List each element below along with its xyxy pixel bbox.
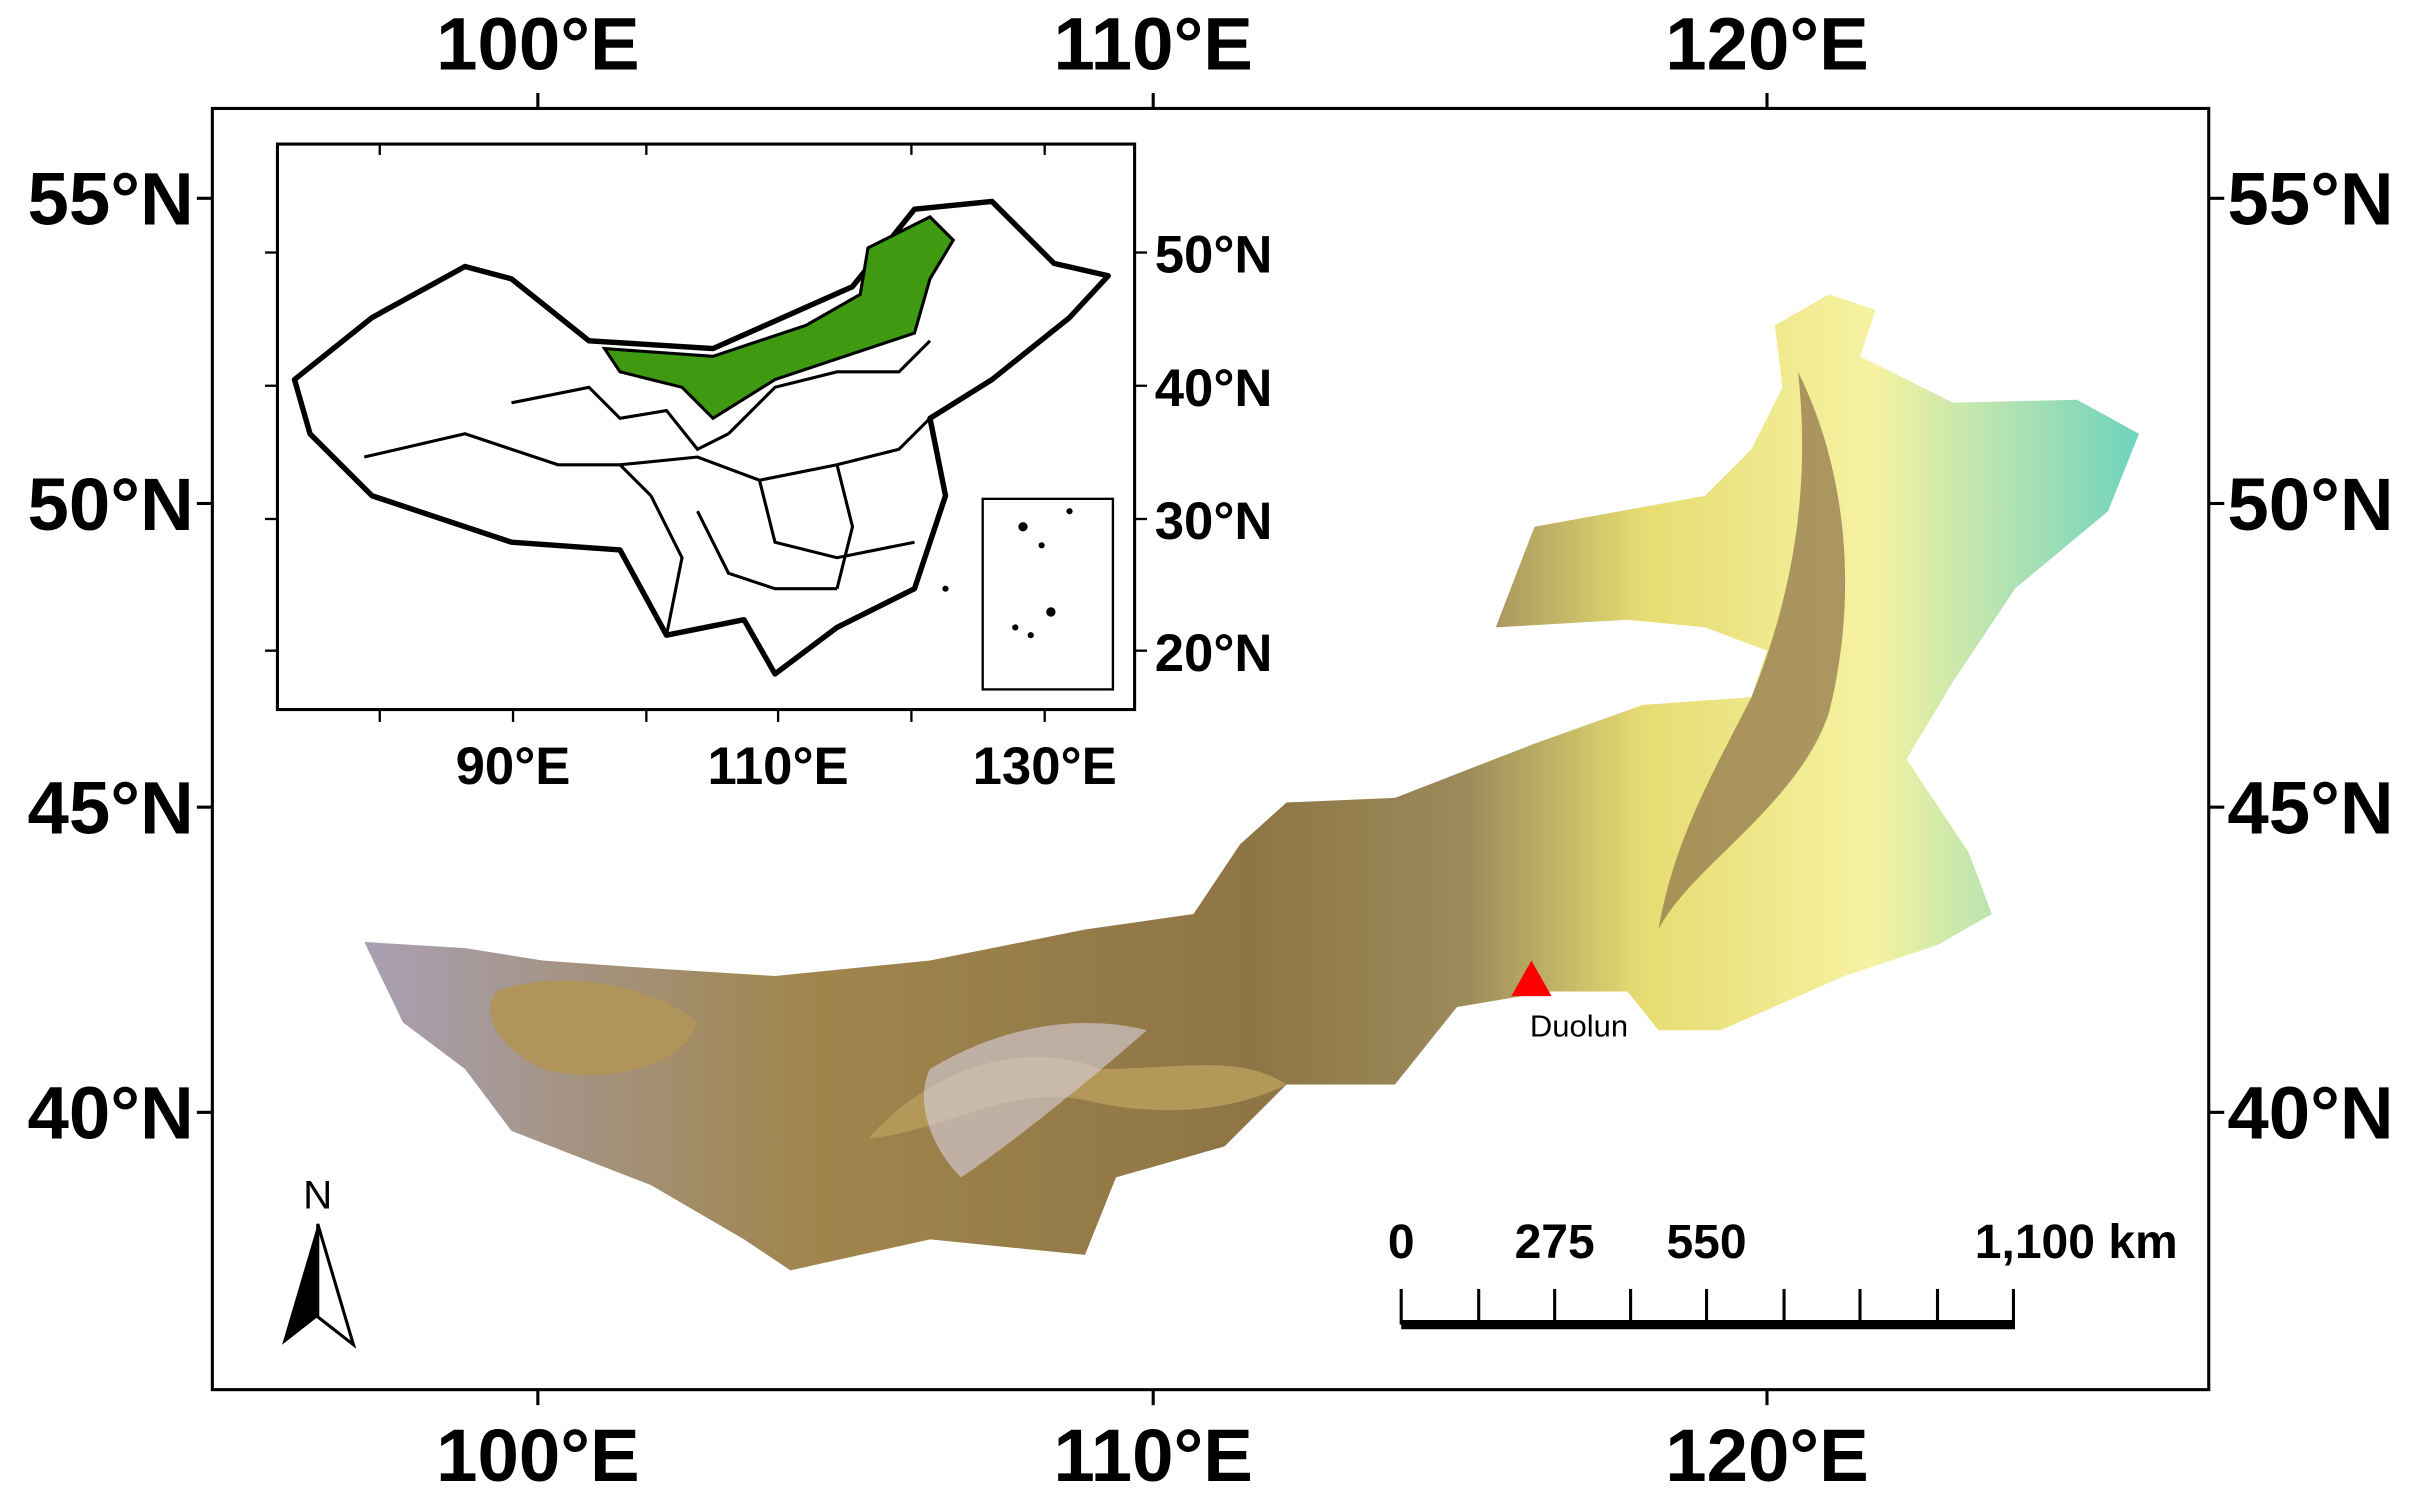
scale-bar	[1399, 1288, 2015, 1330]
lon-label: 120°E	[1665, 1414, 1869, 1495]
lon-label: 110°E	[1054, 3, 1253, 86]
inset-lat-label: 20°N	[1155, 624, 1273, 683]
ridge	[1658, 371, 1846, 930]
frame-ticks	[196, 92, 2225, 1406]
province-borders	[363, 339, 932, 636]
inset-lon-label: 110°E	[707, 737, 848, 796]
lat-label: 55°N	[2227, 158, 2393, 241]
lat-label: 45°N	[2227, 766, 2393, 849]
islands	[942, 508, 1073, 639]
south-sea-box	[981, 497, 1115, 691]
inset-lon-label: 90°E	[456, 737, 571, 796]
scale-label: 275	[1515, 1216, 1595, 1269]
inset-lat-label: 40°N	[1155, 359, 1273, 418]
lat-label: 50°N	[2227, 463, 2393, 546]
scale-label: 0	[1388, 1216, 1415, 1269]
inset-lat-label: 50°N	[1155, 226, 1273, 285]
lon-label: 100°E	[436, 3, 640, 86]
lat-label: 45°N	[28, 766, 194, 849]
site-marker	[1511, 960, 1552, 997]
scale-label: 1,100 km	[1975, 1216, 2178, 1269]
inset-lat-label: 30°N	[1155, 492, 1273, 551]
lon-label: 100°E	[436, 1414, 640, 1495]
scale-label: 550	[1666, 1216, 1746, 1269]
lat-label: 40°N	[2227, 1072, 2393, 1155]
lat-label: 55°N	[28, 158, 194, 241]
study-region	[364, 294, 2139, 1271]
north-label: N	[303, 1172, 332, 1217]
inset-ticks	[265, 144, 1147, 722]
basin	[490, 980, 698, 1075]
lon-label: 110°E	[1054, 1414, 1253, 1495]
north-arrow	[316, 1223, 357, 1349]
place-label: Duolun	[1530, 1008, 1628, 1043]
lowland	[923, 1022, 1147, 1178]
lat-label: 40°N	[28, 1072, 194, 1155]
inset-lon-label: 130°E	[973, 737, 1117, 796]
lat-label: 50°N	[28, 463, 194, 546]
inner-mongolia	[601, 215, 956, 421]
lon-label: 120°E	[1665, 3, 1869, 86]
